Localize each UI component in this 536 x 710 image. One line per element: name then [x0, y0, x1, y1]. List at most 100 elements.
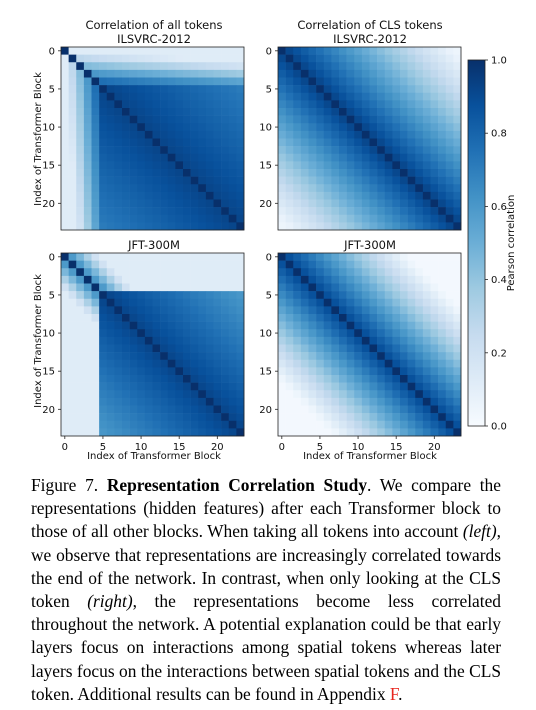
heatmap-cell — [308, 108, 317, 116]
heatmap-cell — [99, 77, 108, 86]
heatmap-cell — [205, 85, 214, 94]
heatmap-cell — [400, 108, 408, 116]
heatmap-cell — [384, 123, 393, 132]
heatmap-cell — [308, 344, 317, 353]
heatmap-cell — [137, 146, 146, 155]
heatmap-cell — [285, 108, 294, 116]
heatmap-cell — [445, 413, 454, 422]
heatmap-cell — [183, 207, 191, 216]
heatmap-cell — [331, 62, 340, 71]
heatmap-cell — [106, 199, 115, 208]
heatmap-cell — [377, 413, 386, 422]
heatmap-cell — [183, 397, 191, 406]
heatmap-cell — [316, 62, 325, 71]
heatmap-cell — [392, 169, 401, 177]
heatmap-cell — [213, 169, 222, 177]
heatmap-cell — [183, 92, 191, 101]
heatmap-cell — [228, 191, 237, 200]
heatmap-cell — [68, 161, 77, 170]
heatmap-cell — [76, 375, 85, 383]
heatmap-cell — [407, 176, 416, 185]
heatmap-cell — [438, 77, 447, 86]
heatmap-cell — [122, 62, 130, 71]
heatmap-cell — [278, 352, 286, 361]
heatmap-cell — [106, 420, 115, 429]
heatmap-cell — [114, 54, 123, 63]
heatmap-cell — [236, 161, 245, 170]
heatmap-cell — [114, 268, 123, 277]
heatmap-cell — [369, 77, 378, 86]
heatmap-cell — [160, 191, 169, 200]
heatmap-cell — [430, 153, 439, 162]
heatmap-cell — [323, 85, 332, 94]
heatmap-cell — [430, 291, 439, 300]
heatmap-cell — [369, 413, 378, 422]
heatmap-cell — [323, 253, 332, 261]
heatmap-cell — [430, 207, 439, 216]
heatmap-cell — [415, 321, 424, 330]
heatmap-cell — [61, 306, 69, 315]
heatmap-cell — [415, 314, 424, 322]
heatmap-cell — [137, 283, 146, 292]
heatmap-cell — [339, 47, 347, 55]
heatmap-cell — [76, 161, 85, 170]
heatmap-cell — [331, 199, 340, 208]
heatmap-cell — [377, 153, 386, 162]
heatmap-cell — [137, 47, 146, 55]
heatmap-cell — [228, 176, 237, 185]
heatmap-cell — [339, 397, 347, 406]
heatmap-cell — [384, 367, 393, 376]
heatmap-cell — [316, 222, 325, 231]
heatmap-cell — [285, 123, 294, 132]
appendix-link[interactable]: F — [389, 683, 399, 704]
heatmap-cell — [293, 390, 302, 399]
heatmap-cell — [91, 199, 100, 208]
heatmap-cell — [415, 153, 424, 162]
heatmap-cell — [316, 77, 325, 86]
heatmap-cell — [323, 161, 332, 170]
heatmap-cell — [144, 115, 153, 124]
heatmap-cell — [361, 108, 370, 116]
heatmap-cell — [99, 54, 108, 63]
heatmap-cell — [221, 375, 230, 383]
heatmap-cell — [129, 336, 138, 345]
heatmap-cell — [205, 413, 214, 422]
heatmap-cell — [144, 367, 153, 376]
heatmap-cell — [152, 77, 161, 86]
colorbar-tick-label: 0.8 — [491, 129, 507, 140]
heatmap-cell — [61, 268, 69, 277]
heatmap-cell — [377, 260, 386, 269]
heatmap-cell — [175, 420, 184, 429]
heatmap-cell — [167, 207, 176, 216]
heatmap-cell — [293, 85, 302, 94]
heatmap-cell — [190, 420, 199, 429]
heatmap-cell — [68, 336, 77, 345]
heatmap-cell — [175, 69, 184, 78]
heatmap-cell — [430, 321, 439, 330]
heatmap-cell — [228, 344, 237, 353]
heatmap-cell — [198, 153, 207, 162]
heatmap-cell — [160, 54, 169, 63]
heatmap-cell — [453, 207, 462, 216]
heatmap-cell — [122, 115, 130, 124]
heatmap-cell — [122, 146, 130, 155]
heatmap-cell — [278, 199, 286, 208]
heatmap-cell — [167, 146, 176, 155]
heatmap-cell — [91, 207, 100, 216]
heatmap-cell — [144, 298, 153, 307]
heatmap-cell — [285, 222, 294, 231]
heatmap-cell — [369, 405, 378, 414]
y-tick-label: 5 — [266, 84, 272, 95]
heatmap-cell — [278, 184, 286, 193]
heatmap-cell — [183, 428, 191, 437]
heatmap-cell — [122, 283, 130, 292]
heatmap-cell — [377, 314, 386, 322]
heatmap-cell — [152, 222, 161, 231]
heatmap-cell — [384, 199, 393, 208]
heatmap-cell — [144, 77, 153, 86]
heatmap-cell — [308, 176, 317, 185]
caption-end: . — [398, 683, 403, 704]
heatmap-cell — [190, 138, 199, 147]
heatmap-cell — [331, 85, 340, 94]
